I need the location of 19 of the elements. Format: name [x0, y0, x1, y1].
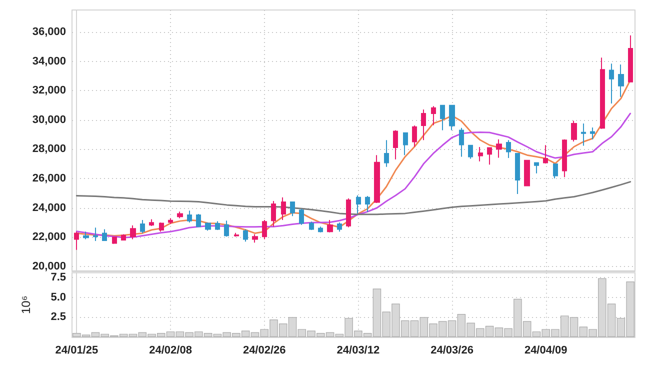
y-tick-label: 2.5: [50, 311, 66, 324]
y-tick-label: 30,000: [32, 114, 66, 126]
x-tick-label: 24/01/25: [55, 344, 98, 356]
y-tick-label: 32,000: [32, 84, 66, 97]
x-tick-label: 24/03/12: [336, 344, 380, 356]
y-tick-label: 7.5: [50, 272, 66, 284]
x-tick-label: 24/02/26: [242, 344, 286, 356]
x-tick-label: 24/02/08: [149, 344, 192, 356]
x-tick-label: 24/04/09: [524, 344, 568, 356]
y-tick-label: 26,000: [32, 172, 66, 185]
y-tick-label: 34,000: [32, 55, 66, 68]
y-tick-label: 24,000: [32, 202, 66, 214]
y-tick-label: 20,000: [32, 260, 66, 272]
y-tick-label: 36,000: [32, 26, 66, 38]
y-tick-label: 22,000: [32, 231, 66, 244]
x-tick-label: 24/03/26: [430, 344, 474, 356]
y-axis-title: 10⁶: [19, 296, 33, 314]
y-tick-label: 28,000: [32, 143, 66, 156]
y-tick-label: 5.0: [50, 291, 66, 304]
